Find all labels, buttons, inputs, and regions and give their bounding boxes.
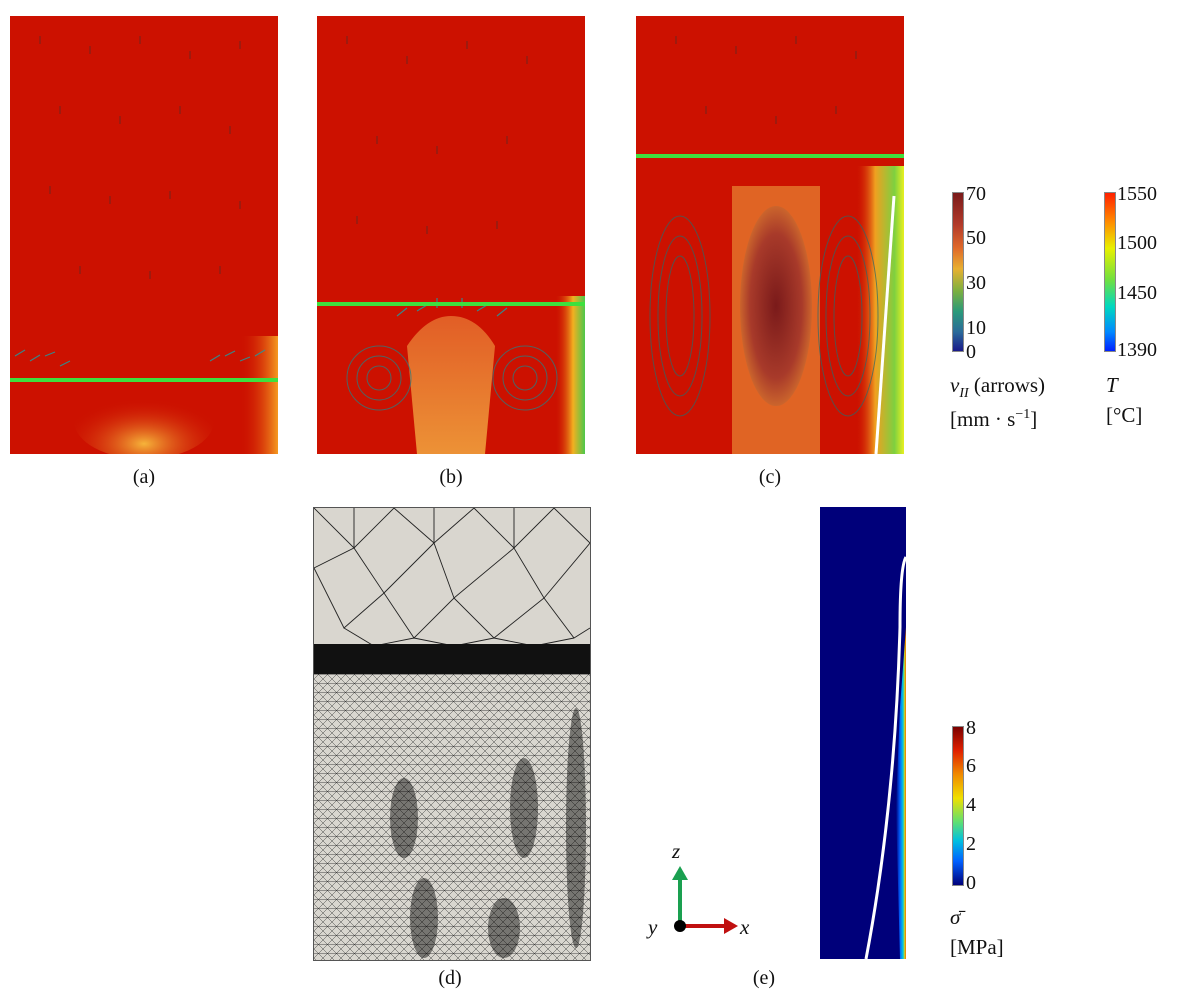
- velocity-tick-50: 50: [966, 227, 986, 249]
- swirl-arrows: [14, 349, 266, 367]
- panel-b-plot: [317, 16, 585, 454]
- velocity-colorbar-gradient: [952, 192, 964, 352]
- stress-tick-4: 4: [966, 794, 976, 816]
- panel-b: [317, 16, 585, 454]
- coarse-mesh: [314, 508, 590, 647]
- panel-c: [636, 16, 904, 454]
- temperature-symbol: T: [1106, 373, 1118, 397]
- caption-b: (b): [439, 466, 463, 488]
- panel-e: [820, 507, 906, 959]
- temperature-tick-1500: 1500: [1117, 232, 1157, 254]
- dense-regions: [390, 708, 586, 958]
- temperature-tick-1550: 1550: [1117, 183, 1157, 205]
- axis-label-y: y: [648, 915, 658, 939]
- mesh-plot: [314, 508, 590, 960]
- velocity-tick-30: 30: [966, 272, 986, 294]
- velocity-arrows: [39, 36, 241, 279]
- axes-triad: z y x: [640, 839, 770, 950]
- vortex-left: [649, 215, 711, 417]
- temperature-colorbar-gradient: [1104, 192, 1116, 352]
- panel-a: [10, 16, 278, 454]
- stress-symbol: σ̄: [950, 905, 961, 929]
- stress-tick-6: 6: [966, 755, 976, 777]
- stress-tick-8: 8: [966, 717, 976, 739]
- velocity-unit-exp: −1: [1015, 407, 1031, 422]
- vortex-right: [492, 345, 558, 411]
- temperature-tick-1390: 1390: [1117, 339, 1157, 361]
- velocity-colorbar-title: vII (arrows): [950, 372, 1045, 407]
- vortex-left: [346, 345, 412, 411]
- panel-a-plot: [10, 16, 278, 454]
- temperature-tick-1450: 1450: [1117, 282, 1157, 304]
- caption-d: (d): [438, 967, 462, 989]
- velocity-symbol: v: [950, 373, 960, 397]
- vortex-right: [817, 215, 879, 417]
- panel-c-plot: [636, 16, 904, 454]
- caption-a: (a): [132, 466, 156, 488]
- velocity-suffix: (arrows): [973, 373, 1046, 397]
- axis-label-x: x: [740, 915, 750, 939]
- velocity-tick-0: 0: [966, 341, 976, 363]
- temperature-unit: [°C]: [1106, 403, 1143, 427]
- axis-label-z: z: [672, 839, 681, 863]
- stress-unit: [MPa]: [950, 935, 1004, 959]
- velocity-unit-close: ]: [1030, 407, 1038, 431]
- stress-tick-2: 2: [966, 833, 976, 855]
- velocity-tick-70: 70: [966, 183, 986, 205]
- velocity-tick-10: 10: [966, 317, 986, 339]
- velocity-unit: [mm · s: [950, 407, 1016, 431]
- stress-colorbar-gradient: [952, 726, 964, 886]
- caption-c: (c): [758, 466, 782, 488]
- velocity-colorbar-unit: [mm · s−1]: [950, 402, 1037, 432]
- velocity-subscript: II: [959, 386, 969, 402]
- caption-e: (e): [752, 967, 776, 989]
- axes-triad-svg: [672, 866, 738, 934]
- stress-tick-0: 0: [966, 872, 976, 894]
- panel-e-plot: [820, 507, 906, 959]
- panel-d-mesh: [313, 507, 591, 961]
